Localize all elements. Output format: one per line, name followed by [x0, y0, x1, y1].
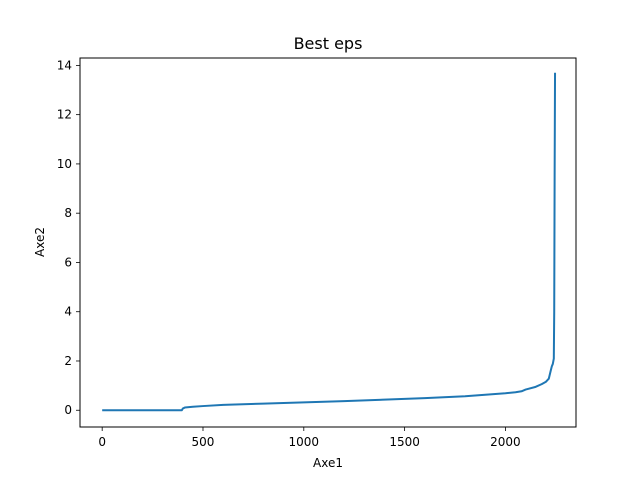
x-axis-ticks: 0 500 1000 1500 2000	[98, 427, 521, 449]
y-tick-label: 14	[57, 58, 72, 72]
x-tick-label: 1000	[289, 435, 320, 449]
x-tick-label: 500	[192, 435, 215, 449]
x-axis-label: Axe1	[313, 456, 343, 470]
y-tick-label: 0	[64, 403, 72, 417]
y-tick-label: 10	[57, 157, 72, 171]
x-tick-label: 1500	[389, 435, 420, 449]
y-axis-label: Axe2	[33, 227, 47, 257]
y-tick-label: 12	[57, 108, 72, 122]
plot-area-frame	[79, 57, 577, 428]
y-tick-label: 2	[64, 354, 72, 368]
y-axis-ticks: 0 2 4 6 8 10 12 14	[57, 58, 80, 417]
x-tick-label: 2000	[490, 435, 521, 449]
y-tick-label: 8	[64, 206, 72, 220]
series-line-0	[102, 72, 557, 412]
chart-title: Best eps	[294, 34, 363, 53]
x-tick-label: 0	[98, 435, 106, 449]
y-tick-label: 6	[64, 255, 72, 269]
plot-line-group	[102, 72, 557, 412]
y-tick-label: 4	[64, 305, 72, 319]
